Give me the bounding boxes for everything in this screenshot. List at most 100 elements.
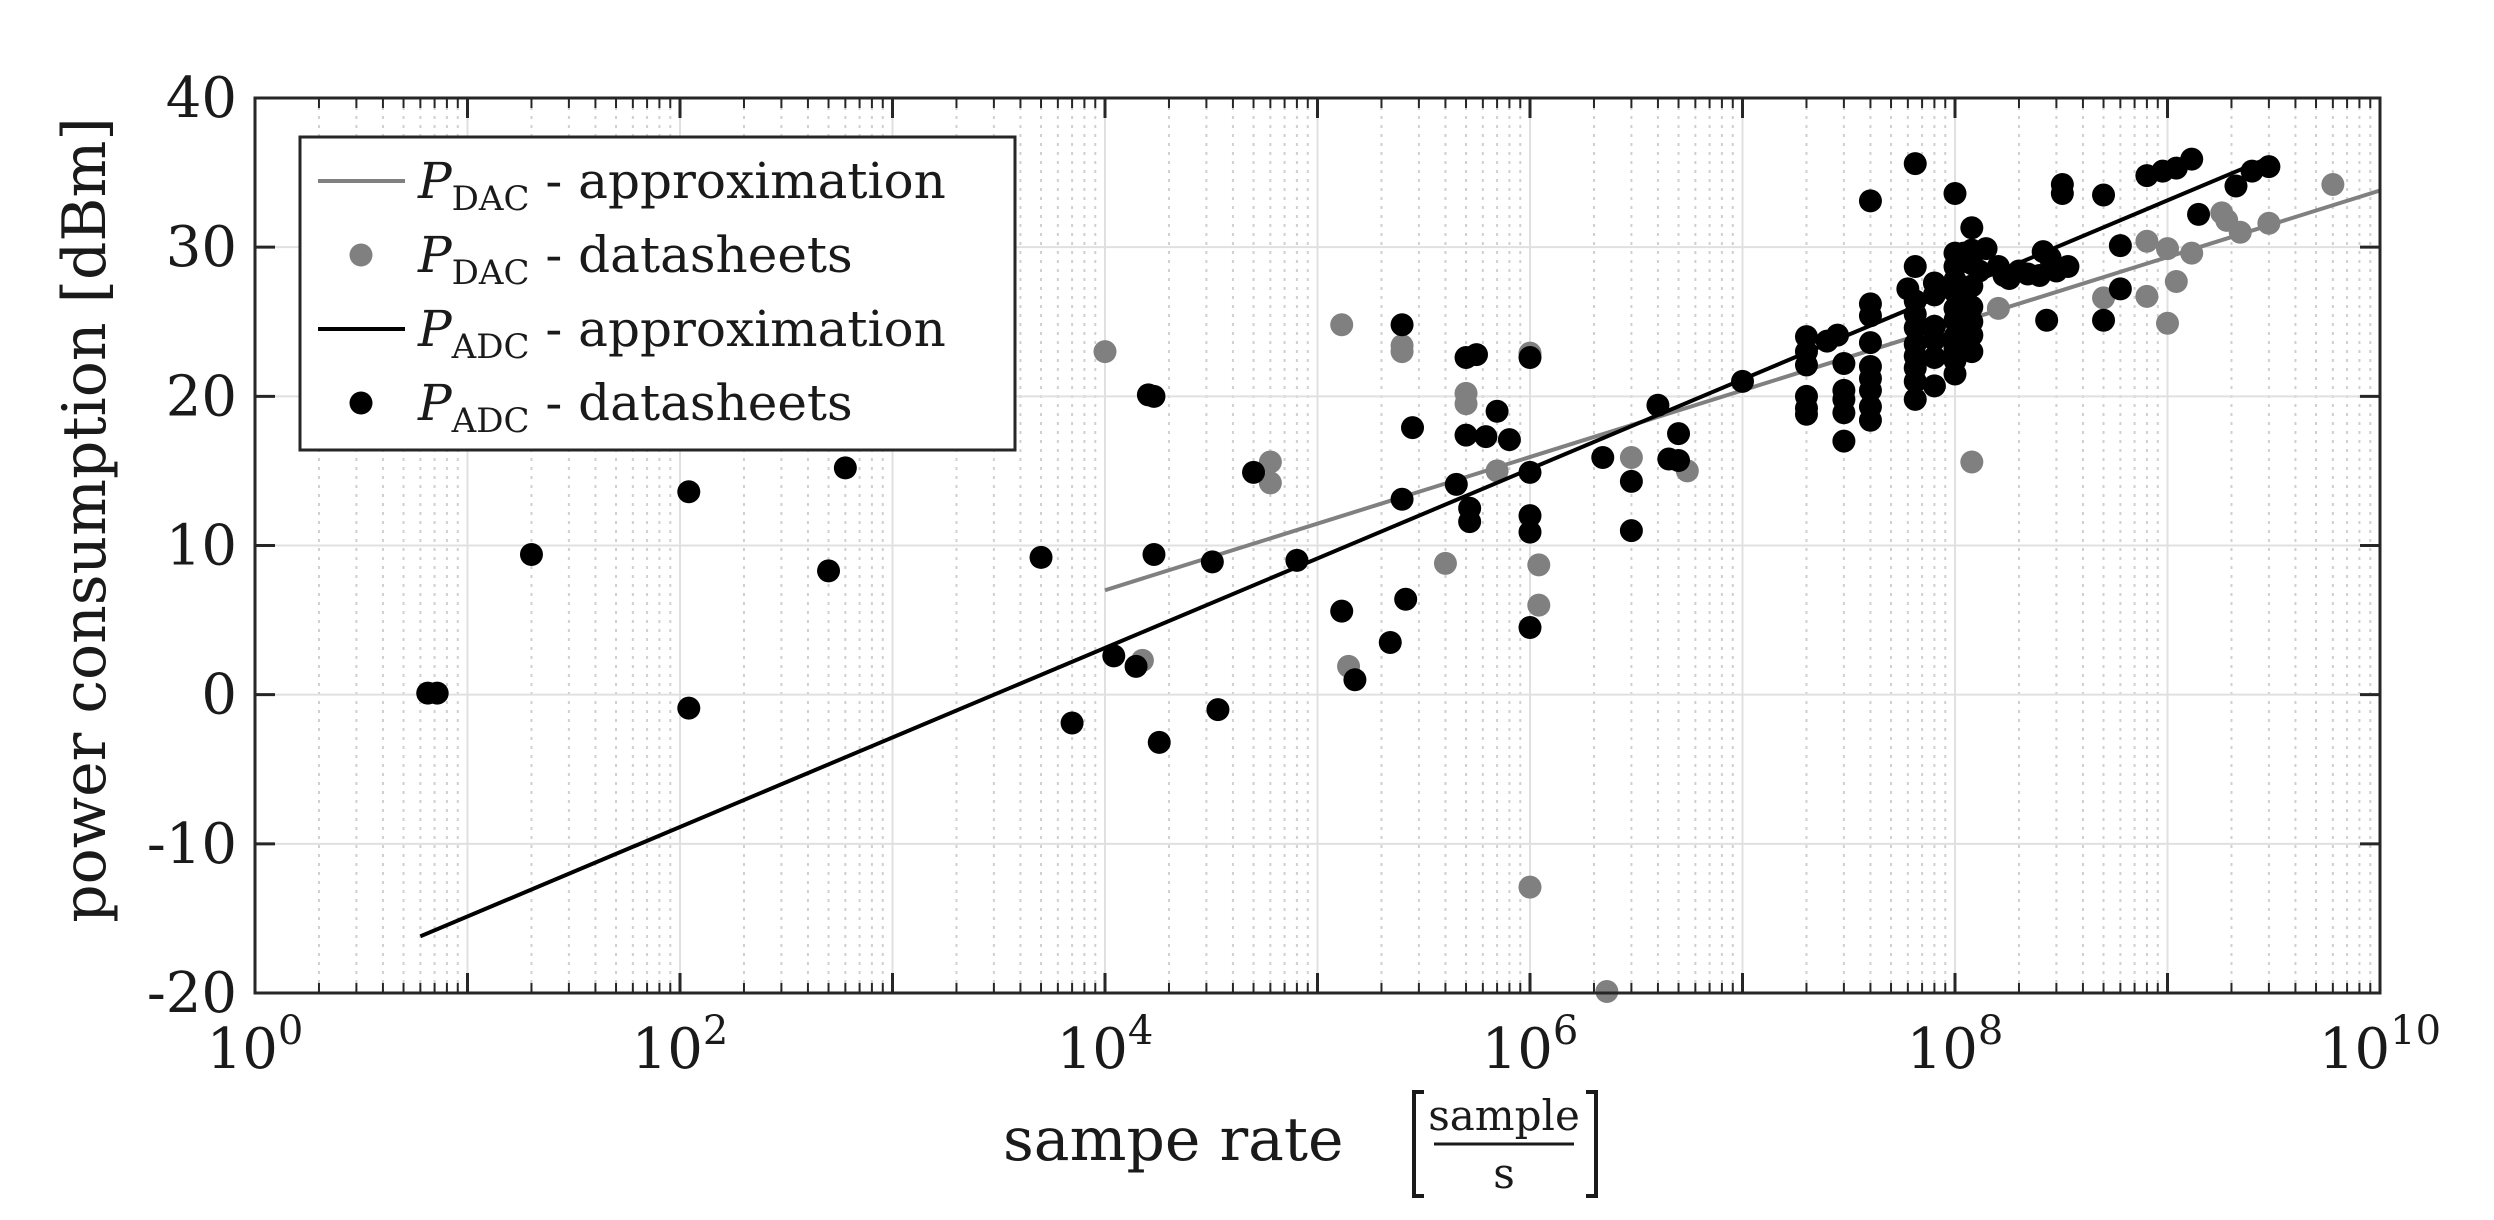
data-point [2257, 155, 2281, 179]
data-point [1147, 730, 1171, 754]
data-point [1029, 545, 1053, 569]
data-point [1258, 471, 1282, 495]
data-point [1527, 553, 1551, 577]
data-point [1619, 469, 1643, 493]
data-point [2156, 311, 2179, 335]
data-point [1242, 460, 1266, 484]
data-point [1518, 520, 1542, 544]
x-tick-labels: 100 102 104 106 108 1010 [207, 1008, 2441, 1082]
data-point [1943, 362, 1967, 386]
legend-label: PDAC - datasheets [417, 226, 853, 293]
data-point [1474, 425, 1498, 449]
data-point [1485, 459, 1509, 483]
data-point [1124, 654, 1148, 678]
legend-item: PDAC - approximation [318, 152, 946, 219]
y-axis-label: power consumption [dBm] [50, 117, 120, 923]
data-point [1433, 551, 1457, 575]
data-point [1974, 237, 1998, 261]
data-point [1960, 340, 1984, 364]
y-tick-label: 40 [166, 66, 237, 131]
data-point [2156, 237, 2179, 261]
data-point [1258, 450, 1282, 474]
data-point [1518, 504, 1542, 528]
data-point [1591, 445, 1615, 469]
y-tick-label: 10 [166, 514, 237, 579]
data-point [1903, 369, 1927, 393]
data-point [1485, 399, 1509, 423]
data-point [1497, 428, 1521, 452]
data-point [1903, 152, 1927, 176]
data-point [1826, 323, 1850, 347]
y-tick-label: 30 [166, 215, 237, 280]
data-point [1619, 519, 1643, 543]
data-point [1518, 616, 1542, 640]
data-point [1986, 296, 2010, 320]
y-tick-labels: 40 30 20 10 0 -10 -20 [147, 66, 237, 1026]
legend-box [298, 135, 1017, 452]
data-point [1794, 353, 1818, 377]
y-tick-label: -10 [147, 812, 237, 877]
data-point [1102, 644, 1126, 668]
data-point [1060, 711, 1084, 735]
legend-item: PADC - datasheets [349, 374, 853, 441]
data-point [2092, 308, 2116, 332]
legend-label: PADC - approximation [417, 300, 946, 367]
legend-item: PADC - approximation [318, 300, 946, 367]
data-point [1378, 630, 1402, 654]
data-point [2108, 234, 2132, 258]
data-point [1646, 393, 1670, 417]
data-point [1858, 408, 1882, 432]
data-point [1401, 416, 1425, 440]
data-point [1858, 378, 1882, 402]
data-point [2092, 286, 2116, 310]
data-point [2180, 241, 2204, 265]
plot-area [416, 147, 2381, 1004]
data-point [1922, 283, 1946, 307]
data-point [1390, 340, 1414, 364]
data-point [2108, 277, 2132, 301]
data-point [1285, 548, 1309, 572]
series-adc-scatter [416, 147, 2281, 754]
x-tick-label: 104 [1057, 1008, 1154, 1082]
x-unit-numerator: sample [1428, 1091, 1580, 1140]
data-point [519, 542, 543, 566]
data-point [1922, 374, 1946, 398]
data-point [817, 559, 841, 583]
data-point [2092, 183, 2116, 207]
legend-label: PADC - datasheets [417, 374, 853, 441]
data-point [1093, 340, 1117, 364]
data-point [2135, 229, 2159, 253]
x-tick-label: 102 [632, 1008, 729, 1082]
data-point [1832, 352, 1856, 376]
data-point [1794, 402, 1818, 426]
data-point [2056, 255, 2080, 279]
data-point [1454, 423, 1478, 447]
data-point [2135, 284, 2159, 308]
data-point [1943, 181, 1967, 205]
data-point [1527, 593, 1551, 617]
x-tick-label: 108 [1907, 1008, 2004, 1082]
x-tick-label: 100 [207, 1008, 304, 1082]
x-tick-label: 106 [1482, 1008, 1579, 1082]
data-point [2180, 147, 2204, 171]
data-point [1960, 216, 1984, 240]
data-point [1200, 550, 1224, 574]
data-point [1454, 392, 1478, 416]
data-point [2035, 308, 2059, 332]
data-point [1903, 316, 1927, 340]
data-point [1464, 343, 1488, 367]
data-point [1667, 422, 1691, 446]
data-point [2321, 173, 2345, 197]
x-unit-bracket-left [1412, 1090, 1424, 1198]
legend-marker-swatch [349, 391, 373, 415]
data-point [1960, 323, 1984, 347]
data-point [2224, 174, 2248, 198]
x-axis-label-group: sampe rate sample s [1003, 1090, 1598, 1198]
data-point [1518, 875, 1542, 899]
data-point [2215, 208, 2239, 232]
data-point [1667, 448, 1691, 472]
legend-label: PDAC - approximation [417, 152, 946, 219]
data-point [1330, 313, 1354, 337]
data-point [2187, 202, 2211, 226]
